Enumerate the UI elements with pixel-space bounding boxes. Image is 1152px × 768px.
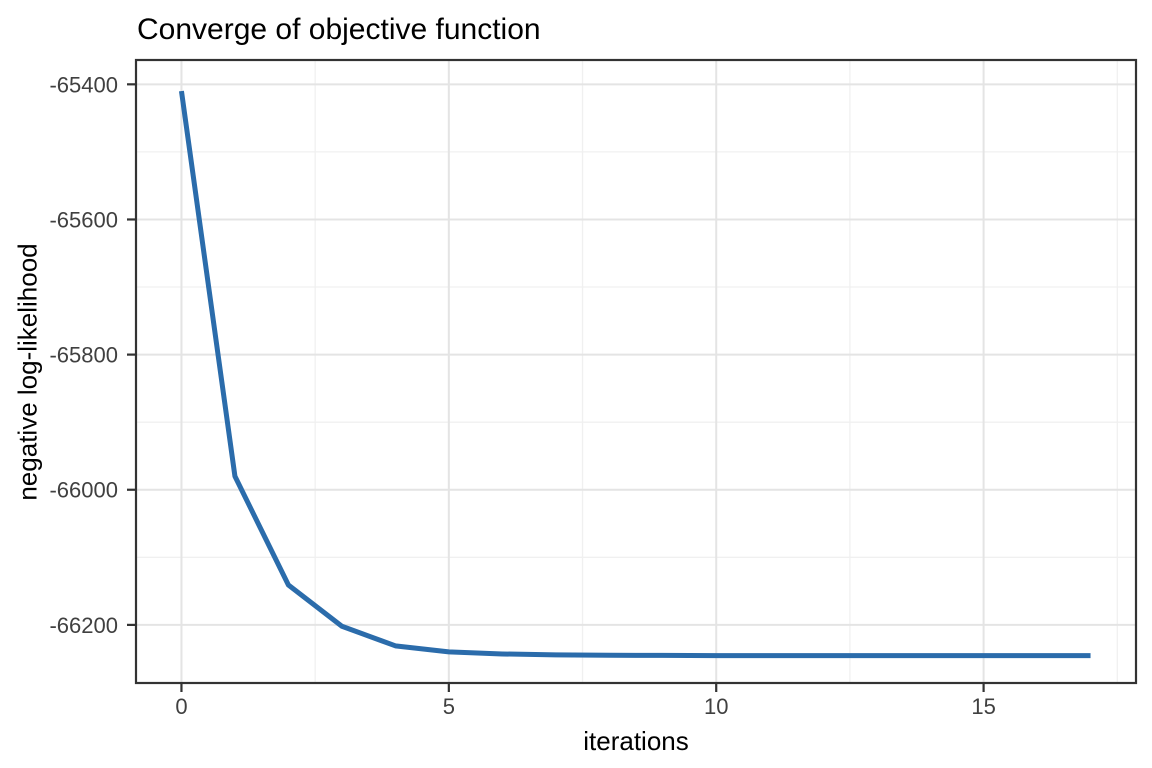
chart-title: Converge of objective function [137, 13, 541, 46]
convergence-line [178, 90, 1091, 659]
x-axis-title: iterations [583, 726, 689, 756]
panel-border [134, 58, 1138, 685]
y-tick-label: -65600 [49, 207, 118, 232]
y-tick-label: -65800 [49, 343, 118, 368]
panel-background [136, 60, 1136, 683]
y-tick-label: -66000 [49, 478, 118, 503]
y-tick-label: -65400 [49, 72, 118, 97]
x-tick-label: 5 [443, 694, 455, 719]
x-tick-label: 15 [971, 694, 995, 719]
x-tick-label: 10 [704, 694, 728, 719]
y-tick-label: -66200 [49, 613, 118, 638]
x-tick-label: 0 [175, 694, 187, 719]
